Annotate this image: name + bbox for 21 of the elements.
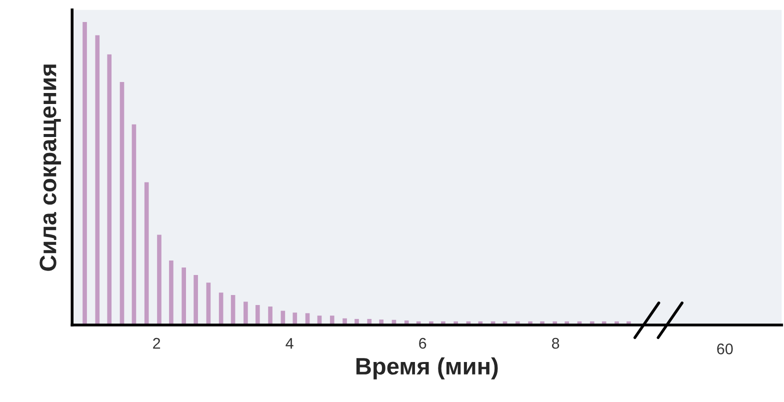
text: 60 <box>717 344 733 354</box>
x-axis-title: Время (мин) <box>356 357 498 380</box>
bar <box>182 267 186 326</box>
bar <box>107 54 112 326</box>
bar <box>255 305 260 326</box>
x-tick-label: 2 <box>153 338 160 349</box>
bar <box>268 306 272 326</box>
bar <box>95 35 100 326</box>
x-tick-label: 4 <box>286 338 294 349</box>
bar <box>244 302 248 326</box>
bar <box>120 82 124 326</box>
bar <box>157 234 162 326</box>
bar <box>144 182 149 326</box>
bar <box>292 312 298 326</box>
bar <box>132 124 136 326</box>
bar <box>82 22 87 326</box>
x-tick-label: 6 <box>419 338 426 349</box>
x-tick-label: 8 <box>552 338 560 349</box>
bar <box>194 275 198 326</box>
bar <box>169 260 174 326</box>
y-axis-title: Сила сокращения <box>40 64 62 271</box>
